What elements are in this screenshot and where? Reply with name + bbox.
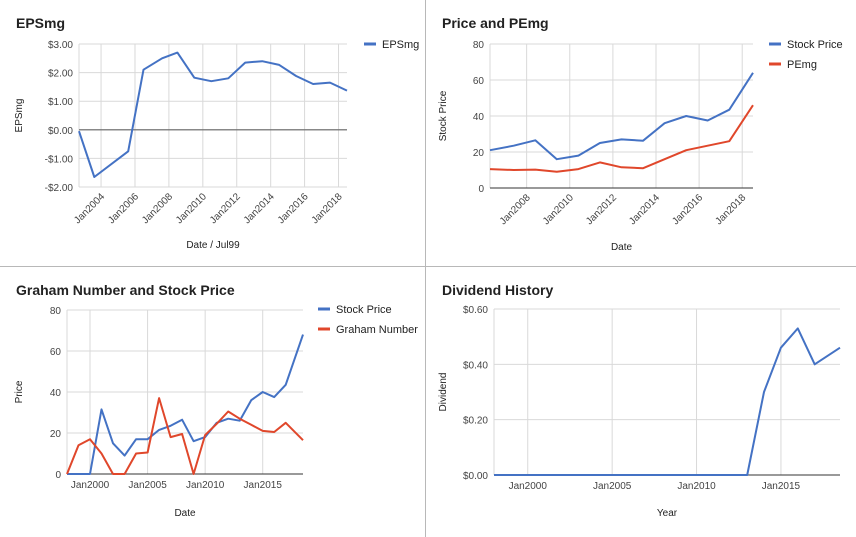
y-axis-label: Price xyxy=(14,380,25,403)
y-tick-label: $0.60 xyxy=(463,305,488,316)
x-axis-label: Year xyxy=(657,508,678,519)
y-tick-label: $0.00 xyxy=(48,126,73,137)
y-tick-label: $2.00 xyxy=(48,69,73,80)
y-tick-label: 60 xyxy=(473,76,485,87)
x-tick-label: Jan2016 xyxy=(276,191,311,226)
y-tick-label: -$2.00 xyxy=(45,183,74,194)
legend-label: Stock Price xyxy=(787,39,843,51)
x-tick-label: Jan2000 xyxy=(71,480,110,491)
horizontal-divider xyxy=(0,266,856,267)
x-axis-label: Date xyxy=(174,508,196,519)
x-tick-label: Jan2005 xyxy=(593,481,632,492)
y-axis-label: EPSmg xyxy=(14,99,25,133)
chart-svg: Graham Number and Stock Price 0 20 40 60 80 Ja… xyxy=(14,282,418,519)
chart-title: EPSmg xyxy=(16,15,65,31)
y-tick-label: 80 xyxy=(473,40,485,51)
y-tick-label: 80 xyxy=(50,306,62,317)
series-line xyxy=(494,327,841,476)
legend-label: EPSmg xyxy=(382,39,419,51)
price-pemg-chart-panel: Price and PEmg 0 20 40 60 80 Jan2008 Jan2010 Jan… xyxy=(426,0,856,266)
x-tick-label: Jan2010 xyxy=(541,192,576,227)
series-line xyxy=(489,72,754,161)
y-axis-label: Dividend xyxy=(438,373,449,412)
x-tick-label: Jan2010 xyxy=(174,191,209,226)
x-tick-label: Jan2010 xyxy=(186,480,225,491)
x-tick-label: Jan2016 xyxy=(670,192,705,227)
series-line xyxy=(78,51,348,178)
dividend-history-chart-panel: Dividend History $0.00 $0.20 $0.40 $0.60 Jan2… xyxy=(426,267,856,537)
x-tick-label: Jan2018 xyxy=(310,191,345,226)
x-axis-label: Date xyxy=(611,242,633,253)
x-tick-label: Jan2010 xyxy=(677,481,716,492)
y-tick-label: 0 xyxy=(478,184,484,195)
y-tick-label: $0.40 xyxy=(463,360,488,371)
chart-title: Graham Number and Stock Price xyxy=(16,282,235,298)
x-axis-label: Date / Jul99 xyxy=(186,240,240,251)
chart-title: Price and PEmg xyxy=(442,15,549,31)
x-tick-label: Jan2000 xyxy=(509,481,548,492)
y-tick-label: $3.00 xyxy=(48,40,73,51)
series-line xyxy=(66,397,304,475)
y-tick-label: -$1.00 xyxy=(45,154,74,165)
legend-label: Graham Number xyxy=(336,324,418,336)
y-tick-label: 20 xyxy=(50,429,62,440)
y-tick-label: 40 xyxy=(473,112,485,123)
chart-title: Dividend History xyxy=(442,282,553,298)
y-tick-label: 60 xyxy=(50,347,62,358)
x-tick-label: Jan2015 xyxy=(244,480,283,491)
x-tick-label: Jan2012 xyxy=(208,191,243,226)
y-tick-label: $1.00 xyxy=(48,97,73,108)
chart-svg: Dividend History $0.00 $0.20 $0.40 $0.60 Jan2… xyxy=(438,282,841,519)
x-tick-label: Jan2014 xyxy=(242,191,277,226)
x-tick-label: Jan2015 xyxy=(762,481,801,492)
y-axis-label: Stock Price xyxy=(438,90,449,141)
vertical-divider xyxy=(425,0,426,537)
y-tick-label: 20 xyxy=(473,148,485,159)
x-tick-label: Jan2018 xyxy=(713,192,748,227)
series-line xyxy=(67,334,304,475)
x-tick-label: Jan2004 xyxy=(72,191,107,226)
graham-number-chart-panel: Graham Number and Stock Price 0 20 40 60 80 Ja… xyxy=(0,267,425,537)
y-tick-label: 0 xyxy=(55,470,61,481)
x-tick-label: Jan2008 xyxy=(140,191,175,226)
y-tick-label: $0.00 xyxy=(463,471,488,482)
epsmg-chart-panel: EPSmg -$2.00 -$1.00 $0.00 $1.00 $2.00 $3.00 Jan… xyxy=(0,0,425,266)
x-tick-label: Jan2005 xyxy=(128,480,167,491)
x-tick-label: Jan2008 xyxy=(498,192,533,227)
x-tick-label: Jan2014 xyxy=(627,192,662,227)
y-tick-label: $0.20 xyxy=(463,416,488,427)
legend-label: PEmg xyxy=(787,59,817,71)
y-tick-label: 40 xyxy=(50,388,62,399)
series-line xyxy=(489,104,754,173)
x-tick-label: Jan2006 xyxy=(106,191,141,226)
legend-label: Stock Price xyxy=(336,304,392,316)
chart-svg: EPSmg -$2.00 -$1.00 $0.00 $1.00 $2.00 $3.00 Jan… xyxy=(14,15,419,251)
x-tick-label: Jan2012 xyxy=(584,192,619,227)
